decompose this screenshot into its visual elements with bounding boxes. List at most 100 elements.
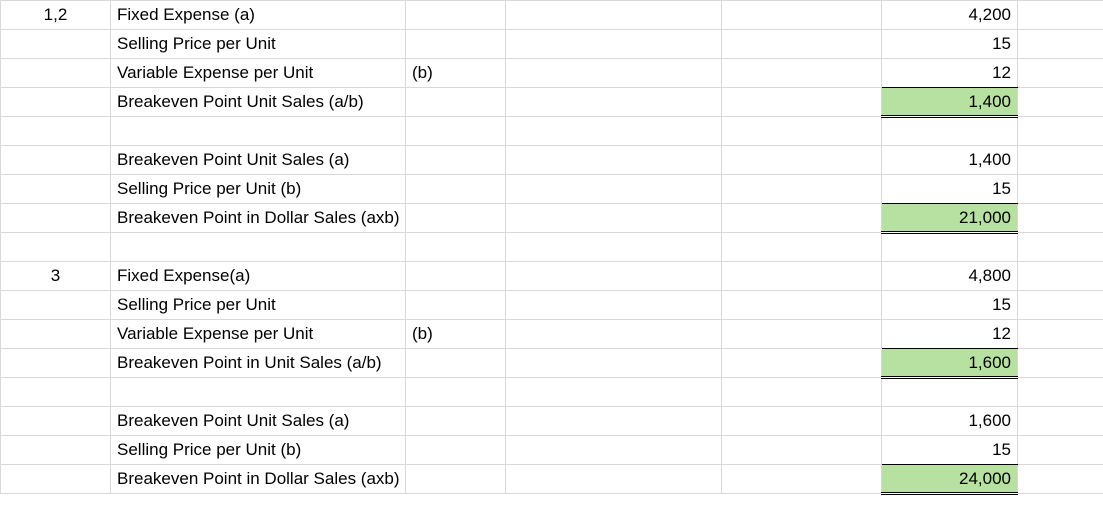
value-cell[interactable] xyxy=(882,378,1018,407)
note-cell[interactable] xyxy=(406,146,506,175)
empty-cell[interactable] xyxy=(506,349,722,378)
value-cell[interactable]: 21,000 xyxy=(882,204,1018,233)
value-cell[interactable]: 1,600 xyxy=(882,407,1018,436)
value-cell[interactable]: 15 xyxy=(882,436,1018,465)
value-cell[interactable]: 1,400 xyxy=(882,146,1018,175)
label-cell[interactable] xyxy=(111,233,406,262)
empty-cell[interactable] xyxy=(722,30,882,59)
section-id-cell[interactable] xyxy=(1,233,111,262)
value-cell[interactable]: 1,400 xyxy=(882,88,1018,117)
note-cell[interactable] xyxy=(406,349,506,378)
value-cell[interactable]: 4,200 xyxy=(882,1,1018,30)
empty-cell[interactable] xyxy=(506,378,722,407)
empty-cell[interactable] xyxy=(1018,204,1103,233)
label-cell[interactable] xyxy=(111,117,406,146)
label-cell[interactable]: Breakeven Point in Dollar Sales (axb) xyxy=(111,204,406,233)
empty-cell[interactable] xyxy=(506,291,722,320)
empty-cell[interactable] xyxy=(722,175,882,204)
label-cell[interactable]: Fixed Expense (a) xyxy=(111,1,406,30)
empty-cell[interactable] xyxy=(722,407,882,436)
note-cell[interactable] xyxy=(406,233,506,262)
empty-cell[interactable] xyxy=(506,59,722,88)
empty-cell[interactable] xyxy=(722,262,882,291)
section-id-cell[interactable] xyxy=(1,117,111,146)
empty-cell[interactable] xyxy=(722,436,882,465)
empty-cell[interactable] xyxy=(506,1,722,30)
empty-cell[interactable] xyxy=(506,175,722,204)
empty-cell[interactable] xyxy=(1018,262,1103,291)
empty-cell[interactable] xyxy=(506,465,722,494)
note-cell[interactable] xyxy=(406,1,506,30)
empty-cell[interactable] xyxy=(1018,349,1103,378)
label-cell[interactable]: Selling Price per Unit (b) xyxy=(111,175,406,204)
label-cell[interactable]: Breakeven Point Unit Sales (a/b) xyxy=(111,88,406,117)
label-cell[interactable] xyxy=(111,378,406,407)
empty-cell[interactable] xyxy=(1018,175,1103,204)
value-cell[interactable] xyxy=(882,233,1018,262)
note-cell[interactable] xyxy=(406,117,506,146)
empty-cell[interactable] xyxy=(506,204,722,233)
value-cell[interactable] xyxy=(882,117,1018,146)
empty-cell[interactable] xyxy=(1018,291,1103,320)
value-cell[interactable]: 15 xyxy=(882,291,1018,320)
label-cell[interactable]: Fixed Expense(a) xyxy=(111,262,406,291)
empty-cell[interactable] xyxy=(722,146,882,175)
section-id-cell[interactable] xyxy=(1,291,111,320)
empty-cell[interactable] xyxy=(506,407,722,436)
label-cell[interactable]: Breakeven Point in Unit Sales (a/b) xyxy=(111,349,406,378)
empty-cell[interactable] xyxy=(506,30,722,59)
label-cell[interactable]: Variable Expense per Unit xyxy=(111,320,406,349)
empty-cell[interactable] xyxy=(1018,320,1103,349)
value-cell[interactable]: 12 xyxy=(882,59,1018,88)
empty-cell[interactable] xyxy=(506,117,722,146)
label-cell[interactable]: Variable Expense per Unit xyxy=(111,59,406,88)
empty-cell[interactable] xyxy=(1018,1,1103,30)
empty-cell[interactable] xyxy=(1018,407,1103,436)
note-cell[interactable] xyxy=(406,436,506,465)
empty-cell[interactable] xyxy=(1018,378,1103,407)
note-cell[interactable] xyxy=(406,204,506,233)
label-cell[interactable]: Breakeven Point in Dollar Sales (axb) xyxy=(111,465,406,494)
empty-cell[interactable] xyxy=(1018,117,1103,146)
note-cell[interactable] xyxy=(406,262,506,291)
note-cell[interactable] xyxy=(406,407,506,436)
section-id-cell[interactable] xyxy=(1,59,111,88)
empty-cell[interactable] xyxy=(506,320,722,349)
section-id-cell[interactable] xyxy=(1,30,111,59)
value-cell[interactable]: 24,000 xyxy=(882,465,1018,494)
value-cell[interactable]: 4,800 xyxy=(882,262,1018,291)
note-cell[interactable] xyxy=(406,175,506,204)
empty-cell[interactable] xyxy=(506,436,722,465)
value-cell[interactable]: 12 xyxy=(882,320,1018,349)
empty-cell[interactable] xyxy=(506,146,722,175)
empty-cell[interactable] xyxy=(506,262,722,291)
empty-cell[interactable] xyxy=(506,233,722,262)
empty-cell[interactable] xyxy=(722,88,882,117)
note-cell[interactable] xyxy=(406,291,506,320)
note-cell[interactable] xyxy=(406,88,506,117)
empty-cell[interactable] xyxy=(1018,465,1103,494)
section-id-cell[interactable] xyxy=(1,465,111,494)
note-cell[interactable]: (b) xyxy=(406,320,506,349)
empty-cell[interactable] xyxy=(1018,436,1103,465)
section-id-cell[interactable]: 3 xyxy=(1,262,111,291)
empty-cell[interactable] xyxy=(722,233,882,262)
note-cell[interactable] xyxy=(406,465,506,494)
empty-cell[interactable] xyxy=(722,204,882,233)
section-id-cell[interactable] xyxy=(1,349,111,378)
empty-cell[interactable] xyxy=(722,378,882,407)
empty-cell[interactable] xyxy=(1018,30,1103,59)
label-cell[interactable]: Breakeven Point Unit Sales (a) xyxy=(111,146,406,175)
note-cell[interactable] xyxy=(406,378,506,407)
empty-cell[interactable] xyxy=(1018,233,1103,262)
empty-cell[interactable] xyxy=(722,117,882,146)
empty-cell[interactable] xyxy=(1018,146,1103,175)
value-cell[interactable]: 15 xyxy=(882,30,1018,59)
section-id-cell[interactable] xyxy=(1,204,111,233)
label-cell[interactable]: Selling Price per Unit xyxy=(111,30,406,59)
section-id-cell[interactable] xyxy=(1,378,111,407)
section-id-cell[interactable] xyxy=(1,320,111,349)
value-cell[interactable]: 15 xyxy=(882,175,1018,204)
note-cell[interactable] xyxy=(406,30,506,59)
empty-cell[interactable] xyxy=(722,291,882,320)
